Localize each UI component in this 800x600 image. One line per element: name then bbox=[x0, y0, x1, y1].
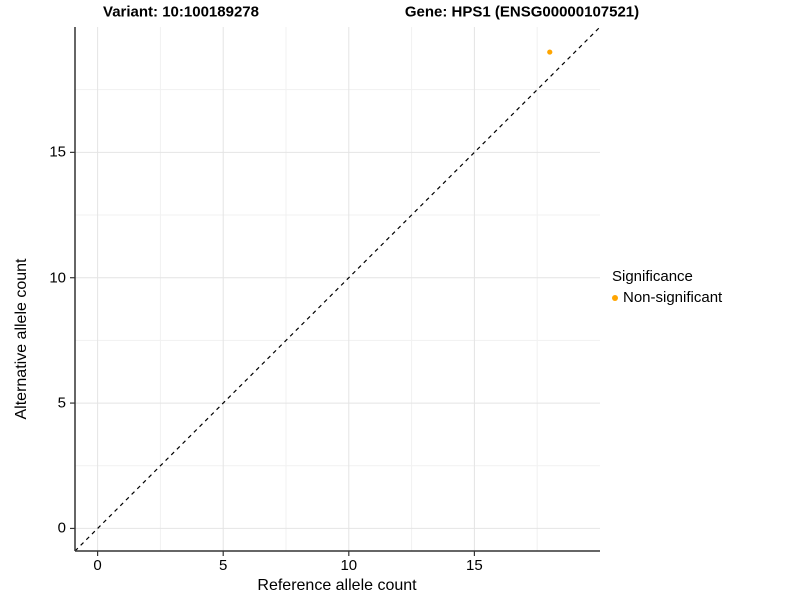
x-axis-title: Reference allele count bbox=[257, 577, 417, 594]
y-tick-label: 15 bbox=[49, 143, 66, 161]
legend-point-icon bbox=[612, 294, 618, 301]
plot-title-gene: Gene: HPS1 (ENSG00000107521) bbox=[404, 3, 640, 21]
legend-entry: Non-significant bbox=[612, 289, 722, 306]
x-tick-label: 0 bbox=[93, 557, 102, 574]
legend-entry-label: Non-significant bbox=[623, 289, 723, 306]
y-tick-label: 10 bbox=[49, 269, 66, 287]
x-tick-label: 10 bbox=[340, 557, 358, 574]
y-tick-label: 0 bbox=[57, 519, 66, 537]
y-tick-label: 5 bbox=[57, 394, 66, 412]
y-axis-title: Alternative allele count bbox=[13, 258, 30, 420]
identity-line bbox=[74, 26, 601, 552]
x-tick-label: 5 bbox=[219, 557, 228, 574]
x-tick-label: 15 bbox=[466, 557, 483, 574]
data-point bbox=[547, 49, 553, 55]
plot-title-variant: Variant: 10:100189278 bbox=[103, 3, 259, 21]
legend-title: Significance bbox=[612, 268, 693, 285]
legend: Significance Non-significant bbox=[612, 268, 722, 306]
